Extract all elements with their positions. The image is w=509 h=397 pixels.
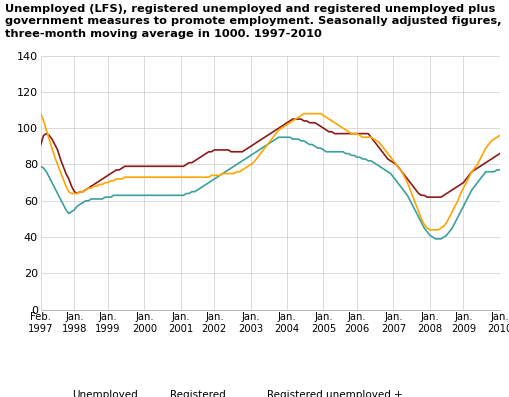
Text: Unemployed (LFS), registered unemployed and registered unemployed plus
governmen: Unemployed (LFS), registered unemployed … xyxy=(5,4,501,39)
Legend: Unemployed
( LFS), Registered
unemployed, Registered unemployed +
government mea: Unemployed ( LFS), Registered unemployed… xyxy=(44,386,406,397)
